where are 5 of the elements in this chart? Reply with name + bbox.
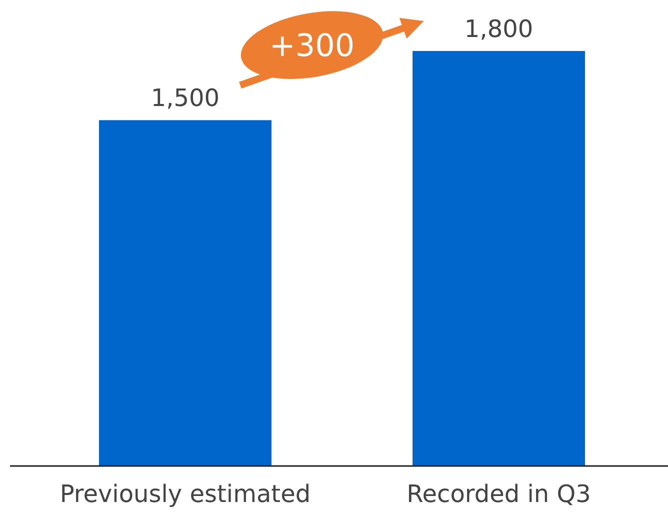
annotation: +300	[269, 28, 355, 64]
data-label: 1,800	[464, 15, 534, 43]
x-tick-label: Previously estimated	[60, 480, 311, 508]
data-label: 1,500	[150, 84, 220, 112]
x-tick-label: Recorded in Q3	[406, 480, 591, 508]
